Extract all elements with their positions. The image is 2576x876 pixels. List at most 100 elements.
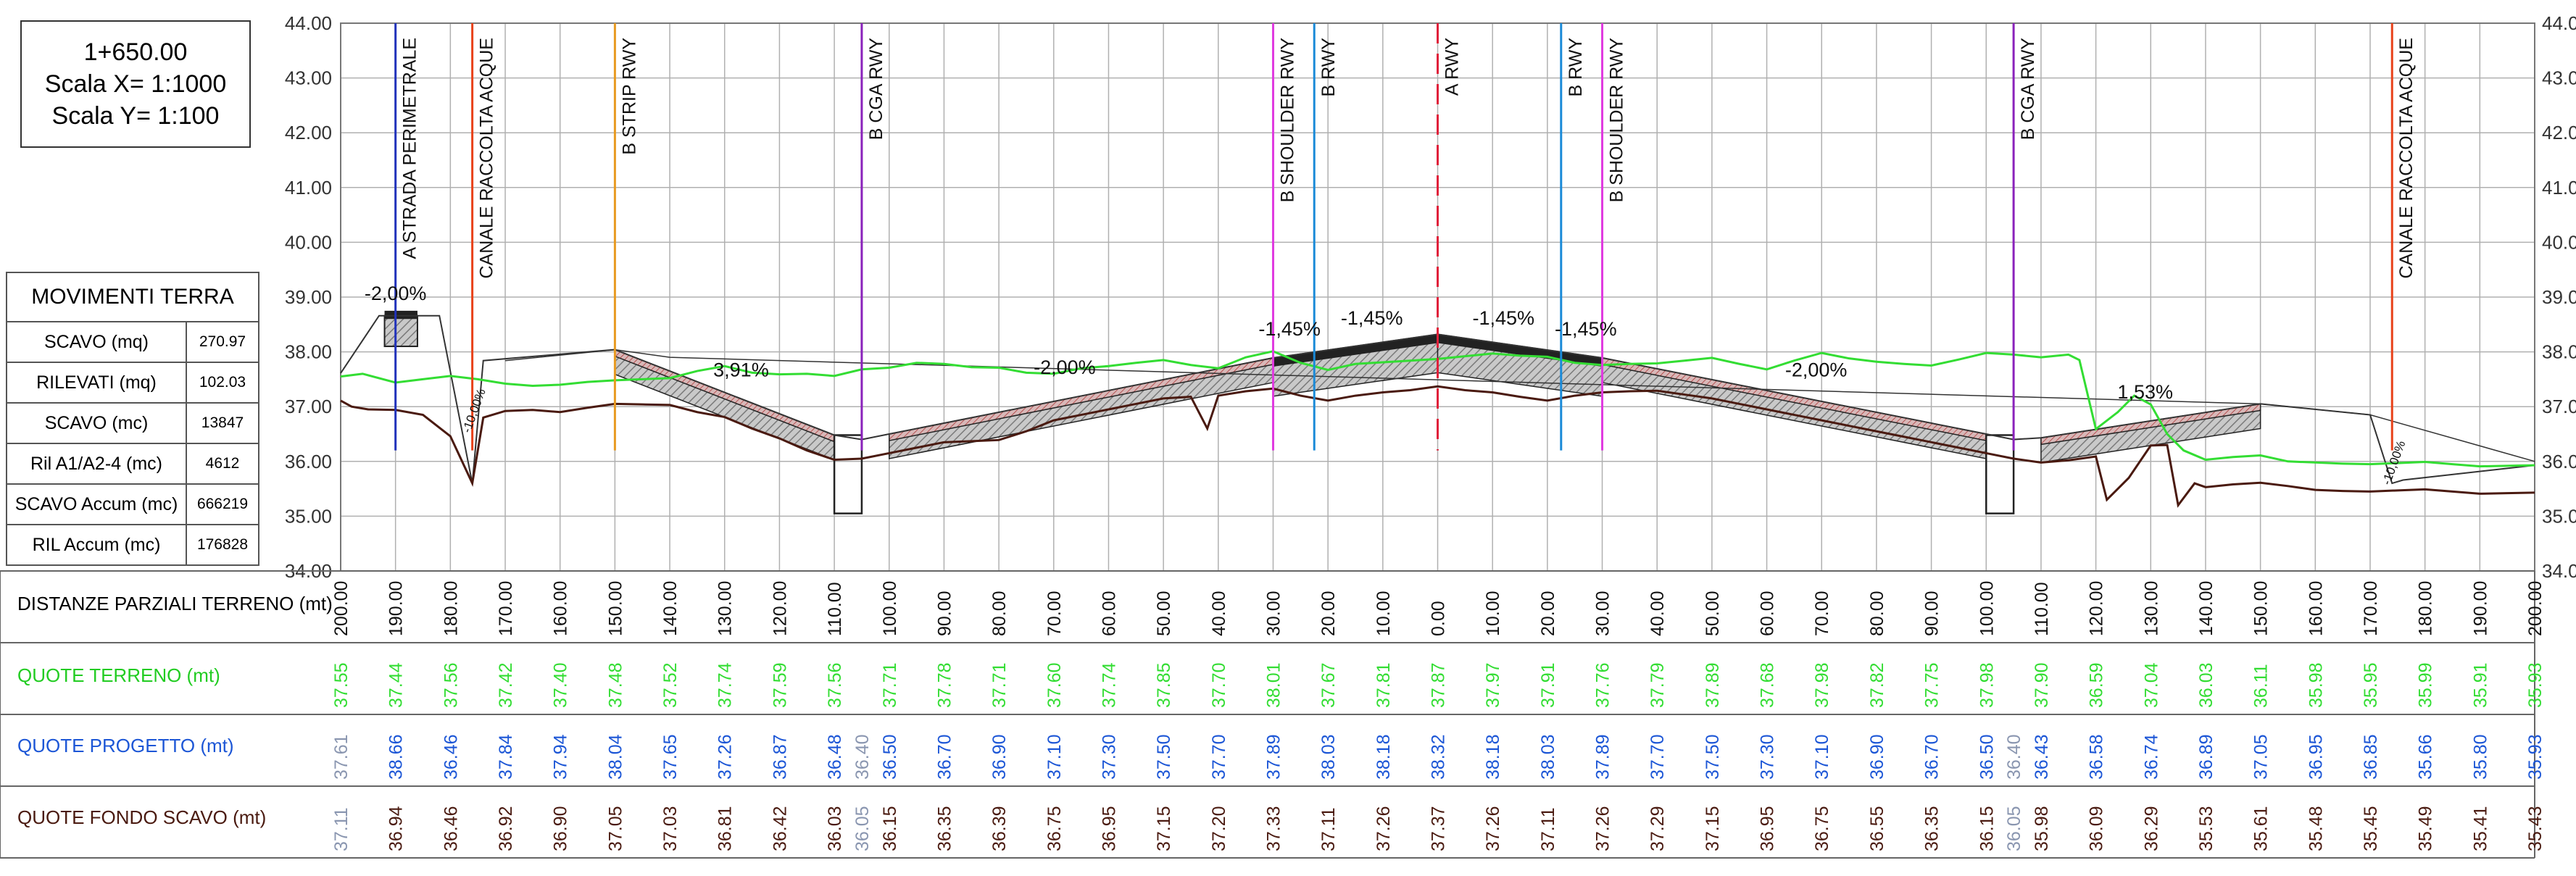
cell-distanza: 100.00 bbox=[880, 581, 900, 636]
progetto-row-label: QUOTE PROGETTO (mt) bbox=[17, 735, 234, 756]
cell-distanza: 10.00 bbox=[1374, 591, 1394, 636]
cell-terreno: 37.67 bbox=[1318, 662, 1339, 708]
cell-progetto: 37.50 bbox=[1703, 734, 1723, 780]
cell-fondo: 36.05 bbox=[852, 806, 873, 851]
marker-label: B SHOULDER RWY bbox=[1607, 38, 1627, 203]
cell-terreno: 37.74 bbox=[1099, 662, 1119, 708]
row-label: Ril A1/A2-4 (mc) bbox=[6, 443, 187, 485]
cell-progetto: 38.18 bbox=[1374, 734, 1394, 780]
cell-progetto: 36.43 bbox=[2032, 734, 2052, 780]
slope-label: -1,45% bbox=[1258, 318, 1321, 340]
cell-fondo: 36.75 bbox=[1044, 806, 1065, 851]
cell-fondo: 36.09 bbox=[2087, 806, 2107, 851]
slope-label: -2,00% bbox=[1034, 356, 1096, 378]
cell-distanza: 50.00 bbox=[1154, 591, 1174, 636]
cell-distanza: 10.00 bbox=[1483, 591, 1503, 636]
cell-distanza: 90.00 bbox=[1922, 591, 1943, 636]
cell-progetto: 35.80 bbox=[2470, 734, 2490, 780]
cell-terreno: 37.68 bbox=[1758, 662, 1778, 708]
cell-terreno: 37.85 bbox=[1154, 662, 1174, 708]
cell-progetto: 36.50 bbox=[1977, 734, 1997, 780]
cell-distanza: 170.00 bbox=[2361, 581, 2381, 636]
cell-progetto: 37.70 bbox=[1648, 734, 1668, 780]
row-value: 4612 bbox=[186, 443, 259, 485]
cell-progetto: 35.66 bbox=[2416, 734, 2436, 780]
cell-distanza: 60.00 bbox=[1099, 591, 1119, 636]
marker-label: B STRIP RWY bbox=[619, 38, 639, 155]
cell-distanza: 110.00 bbox=[825, 582, 845, 636]
row-value: 270.97 bbox=[186, 321, 259, 363]
cell-fondo: 36.55 bbox=[1867, 806, 1887, 851]
cell-distanza: 130.00 bbox=[2141, 581, 2161, 636]
cell-progetto: 37.89 bbox=[1593, 734, 1613, 780]
cell-progetto: 38.18 bbox=[1483, 734, 1503, 780]
y-tick-label: 44.00 bbox=[285, 12, 332, 34]
y-tick-label-right: 35.0 bbox=[2542, 505, 2576, 527]
cell-terreno: 37.74 bbox=[715, 662, 736, 708]
cell-terreno: 37.70 bbox=[1209, 662, 1229, 708]
marker-label: B CGA RWY bbox=[866, 38, 886, 141]
cell-progetto: 38.04 bbox=[605, 734, 626, 780]
cell-fondo: 36.94 bbox=[386, 806, 407, 851]
cell-distanza: 20.00 bbox=[1538, 591, 1558, 636]
y-tick-label: 40.00 bbox=[285, 231, 332, 253]
scale-x-label: Scala X= 1:1000 bbox=[44, 70, 227, 98]
cell-terreno: 35.91 bbox=[2470, 662, 2490, 708]
cell-progetto: 36.89 bbox=[2196, 734, 2216, 780]
cell-fondo: 37.29 bbox=[1648, 806, 1668, 851]
perimeter-road-box bbox=[383, 314, 418, 348]
cell-fondo: 37.11 bbox=[1318, 807, 1339, 851]
cell-fondo: 35.49 bbox=[2416, 806, 2436, 851]
cell-distanza: 70.00 bbox=[1812, 591, 1832, 636]
cell-terreno: 37.04 bbox=[2141, 662, 2161, 708]
cell-distanza: 0.00 bbox=[1429, 601, 1449, 636]
chart-series bbox=[340, 350, 2535, 508]
cell-distanza: 180.00 bbox=[441, 581, 461, 636]
cell-fondo: 35.41 bbox=[2470, 806, 2490, 851]
cell-distanza: 150.00 bbox=[2251, 581, 2272, 636]
cell-terreno: 37.81 bbox=[1374, 662, 1394, 708]
cell-progetto: 37.05 bbox=[2251, 734, 2272, 780]
y-tick-label-right: 43.0 bbox=[2542, 67, 2576, 89]
cell-terreno: 37.97 bbox=[1483, 662, 1503, 708]
cell-terreno: 37.87 bbox=[1429, 662, 1449, 708]
cell-progetto: 36.74 bbox=[2141, 734, 2161, 780]
cell-progetto: 36.85 bbox=[2361, 734, 2381, 780]
cell-distanza: 50.00 bbox=[1703, 591, 1723, 636]
y-tick-label: 37.00 bbox=[285, 396, 332, 417]
perimeter-road-surface bbox=[384, 310, 417, 320]
cell-terreno: 37.55 bbox=[331, 662, 352, 708]
y-tick-label: 38.00 bbox=[285, 341, 332, 363]
cell-distanza: 40.00 bbox=[1648, 591, 1668, 636]
slope-label: -10,00% bbox=[460, 387, 489, 435]
row-label: SCAVO Accum (mc) bbox=[6, 483, 187, 525]
cell-terreno: 37.76 bbox=[1593, 662, 1613, 708]
cga-trench bbox=[833, 434, 863, 514]
y-tick-label-right: 38.0 bbox=[2542, 341, 2576, 363]
cell-fondo: 36.46 bbox=[441, 806, 461, 851]
cell-fondo: 37.26 bbox=[1483, 806, 1503, 851]
cell-terreno: 38.01 bbox=[1263, 662, 1284, 708]
cell-terreno: 37.42 bbox=[496, 662, 516, 708]
slope-label: 1,53% bbox=[2117, 381, 2173, 403]
cell-progetto: 37.10 bbox=[1812, 734, 1832, 780]
y-tick-label: 41.00 bbox=[285, 177, 332, 199]
cell-fondo: 36.35 bbox=[1922, 806, 1943, 851]
cell-fondo: 36.90 bbox=[551, 806, 571, 851]
cell-terreno: 37.44 bbox=[386, 662, 407, 708]
cell-fondo: 37.15 bbox=[1703, 806, 1723, 851]
marker-label: B CGA RWY bbox=[2018, 38, 2038, 141]
cell-distanza: 150.00 bbox=[605, 581, 626, 636]
cell-distanza: 160.00 bbox=[2306, 581, 2326, 636]
cell-distanza: 200.00 bbox=[2525, 581, 2546, 636]
cell-fondo: 37.26 bbox=[1374, 806, 1394, 851]
y-tick-label: 42.00 bbox=[285, 122, 332, 143]
cell-progetto: 37.30 bbox=[1758, 734, 1778, 780]
table-row: RILEVATI (mq) 102.03 bbox=[6, 362, 259, 404]
cell-distanza: 120.00 bbox=[770, 581, 790, 636]
cell-fondo: 35.48 bbox=[2306, 806, 2326, 851]
slope-label: -2,00% bbox=[1785, 359, 1848, 381]
cell-fondo: 36.05 bbox=[2004, 806, 2024, 851]
slope-label: 3,91% bbox=[713, 359, 769, 381]
